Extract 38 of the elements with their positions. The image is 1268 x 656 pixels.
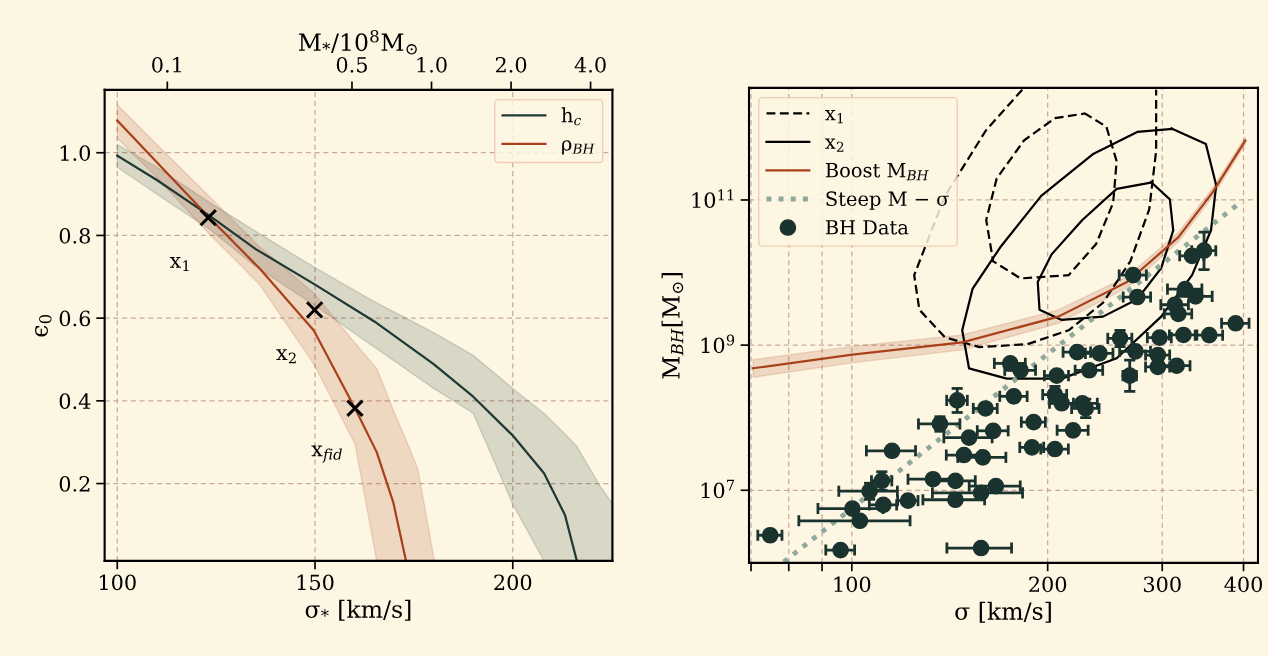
x-axis-title: σ [km/s] xyxy=(955,601,1051,623)
x2-tick-label: 2.0 xyxy=(495,56,527,73)
x-tick-label: 400 xyxy=(1224,576,1263,593)
legend-label: h$_{c}$ xyxy=(561,107,581,126)
x2-tick-label: 0.1 xyxy=(152,56,181,73)
y-tick-label: 10$^{11}$ xyxy=(692,189,734,209)
x-tick-label: 200 xyxy=(494,574,532,591)
point xyxy=(199,208,218,227)
x2-tick-label: 4.0 xyxy=(574,56,606,73)
x-axis-title: σ$_{*}$ [km/s] xyxy=(305,599,411,621)
y-tick-label: 0.2 xyxy=(59,476,90,492)
annotation: x$_{1}$ xyxy=(169,257,189,272)
y-tick-label: 0.4 xyxy=(59,393,91,410)
x-tick-label: 150 xyxy=(297,574,334,591)
x-tick-label: 200 xyxy=(1029,576,1067,593)
x-tick-label: 100 xyxy=(99,574,136,591)
x-tick-label: 300 xyxy=(1143,576,1181,593)
x2-axis-title: M$_{*}$/10$^{8}$M$_{⊙}$ xyxy=(298,29,417,55)
point xyxy=(345,399,365,418)
legend-label: x$_{1}$ xyxy=(825,110,843,124)
x2-tick-label: 1.0 xyxy=(417,56,447,73)
legend-label: x$_{2}$ xyxy=(825,138,844,152)
legend-label: ρ$_{BH}$ xyxy=(562,140,595,155)
y-tick-label: 1.0 xyxy=(60,145,91,161)
legend-label: BH Data xyxy=(825,220,909,235)
legend-label: Boost M$_{BH}$ xyxy=(825,163,929,181)
legend-label: Steep M − σ xyxy=(826,191,949,210)
y-tick-label: 0.8 xyxy=(59,227,91,244)
annotation: x$_{2}$ xyxy=(276,349,296,364)
y-axis-title: M$_{BH}$[M$_{⊙}$] xyxy=(661,272,684,379)
y-axis-title: ϵ$_{0}$ xyxy=(35,314,52,337)
point xyxy=(305,300,324,320)
x-tick-label: 100 xyxy=(834,576,871,593)
y-tick-label: 0.6 xyxy=(59,310,91,327)
y-tick-label: 10$^{9}$ xyxy=(701,334,735,354)
y-tick-label: 10$^{7}$ xyxy=(701,479,735,499)
annotation: x$_{fid}$ xyxy=(311,445,342,463)
x2-tick-label: 0.5 xyxy=(336,56,367,73)
